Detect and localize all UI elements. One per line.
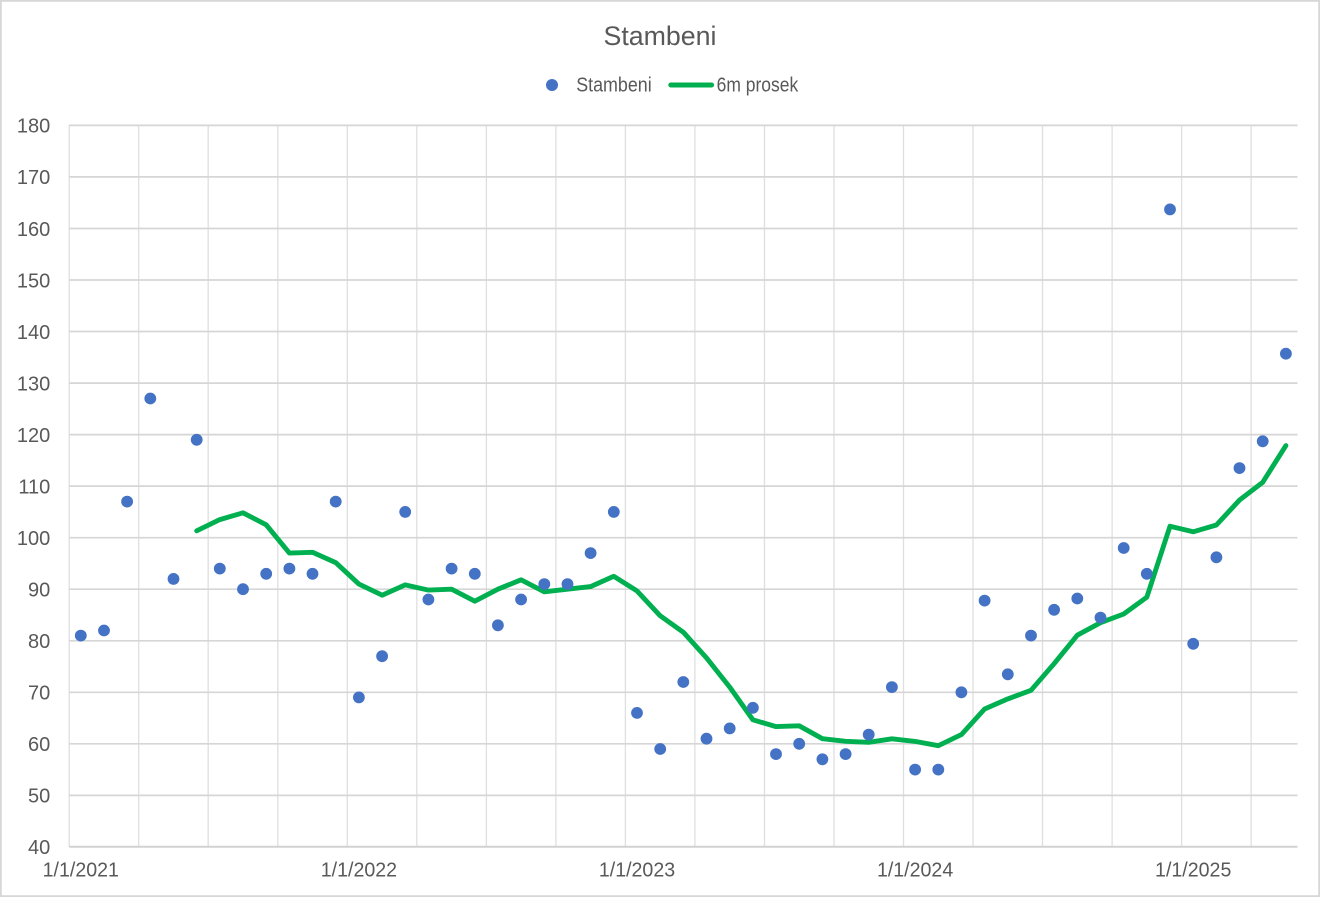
svg-text:Stambeni: Stambeni [576,75,652,97]
svg-text:100: 100 [17,528,50,550]
svg-text:170: 170 [17,167,50,189]
svg-text:90: 90 [28,580,50,602]
svg-text:150: 150 [17,270,50,292]
svg-text:160: 160 [17,219,50,241]
svg-text:140: 140 [17,322,50,344]
svg-text:40: 40 [28,837,50,859]
svg-text:1/1/2023: 1/1/2023 [599,860,675,882]
svg-text:1/1/2022: 1/1/2022 [321,860,397,882]
svg-text:Stambeni: Stambeni [604,21,717,51]
svg-text:130: 130 [17,373,50,395]
svg-text:1/1/2025: 1/1/2025 [1155,860,1231,882]
svg-text:180: 180 [17,116,50,138]
svg-text:120: 120 [17,425,50,447]
svg-text:1/1/2021: 1/1/2021 [43,860,119,882]
svg-text:80: 80 [28,631,50,653]
svg-text:70: 70 [28,683,50,705]
svg-text:6m prosek: 6m prosek [717,75,799,97]
svg-text:50: 50 [28,786,50,808]
svg-text:60: 60 [28,734,50,756]
svg-text:110: 110 [18,476,50,498]
svg-text:1/1/2024: 1/1/2024 [877,860,953,882]
